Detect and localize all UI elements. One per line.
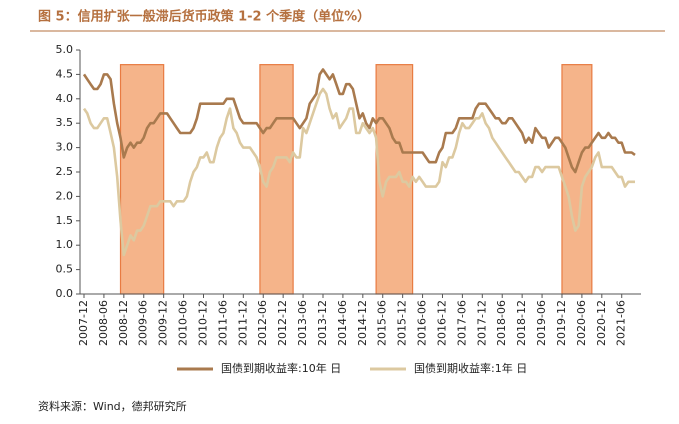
x-tick-label: 2011-06 bbox=[216, 300, 229, 346]
x-tick-label: 2012-12 bbox=[276, 300, 289, 346]
x-tick-label: 2018-06 bbox=[495, 300, 508, 346]
x-tick-label: 2014-06 bbox=[336, 300, 349, 346]
x-tick-label: 2009-12 bbox=[157, 300, 170, 346]
x-tick-label: 2010-12 bbox=[196, 300, 209, 346]
y-tick-label: 3.0 bbox=[56, 141, 74, 154]
series-line bbox=[82, 87, 635, 257]
shaded-period bbox=[119, 64, 165, 295]
x-tick-label: 2011-12 bbox=[236, 300, 249, 346]
x-tick-label: 2020-06 bbox=[575, 300, 588, 346]
source-note: 资料来源：Wind，德邦研究所 bbox=[38, 399, 187, 413]
x-tick-label: 2018-12 bbox=[515, 300, 528, 346]
x-tick-label: 2017-06 bbox=[455, 300, 468, 346]
x-tick-label: 2013-06 bbox=[296, 300, 309, 346]
y-tick-label: 2.5 bbox=[56, 165, 74, 178]
y-tick-label: 4.5 bbox=[56, 67, 74, 80]
x-tick-label: 2020-12 bbox=[595, 300, 608, 346]
shaded-period bbox=[375, 64, 414, 295]
y-tick-label: 4.0 bbox=[56, 92, 74, 105]
x-tick-label: 2012-06 bbox=[256, 300, 269, 346]
legend-label: 国债到期收益率:10年 日 bbox=[221, 361, 341, 375]
chart-title: 图 5：信用扩张一般滞后货币政策 1-2 个季度（单位%） bbox=[38, 9, 370, 25]
x-tick-label: 2015-06 bbox=[376, 300, 389, 346]
shaded-period bbox=[561, 64, 593, 295]
series-line bbox=[82, 68, 636, 174]
legend-label: 国债到期收益率:1年 日 bbox=[414, 361, 527, 375]
x-tick-label: 2019-12 bbox=[555, 300, 568, 346]
x-tick-label: 2013-12 bbox=[316, 300, 329, 346]
x-tick-label: 2017-12 bbox=[475, 300, 488, 346]
y-tick-label: 5.0 bbox=[56, 43, 74, 56]
x-tick-label: 2019-06 bbox=[535, 300, 548, 346]
y-tick-label: 0.5 bbox=[56, 263, 74, 276]
y-tick-label: 3.5 bbox=[56, 116, 74, 129]
x-tick-label: 2015-12 bbox=[396, 300, 409, 346]
x-tick-label: 2021-06 bbox=[615, 300, 628, 346]
y-tick-label: 1.0 bbox=[56, 238, 74, 251]
y-tick-label: 2.0 bbox=[56, 189, 74, 202]
shaded-period bbox=[259, 64, 294, 295]
x-tick-label: 2008-06 bbox=[97, 300, 110, 346]
x-tick-label: 2010-06 bbox=[177, 300, 190, 346]
x-tick-label: 2016-12 bbox=[435, 300, 448, 346]
x-tick-label: 2016-06 bbox=[416, 300, 429, 346]
y-tick-label: 0.0 bbox=[56, 287, 74, 300]
x-tick-label: 2014-12 bbox=[356, 300, 369, 346]
y-tick-label: 1.5 bbox=[56, 214, 74, 227]
x-tick-label: 2008-12 bbox=[117, 300, 130, 346]
x-tick-label: 2007-12 bbox=[77, 300, 90, 346]
x-tick-label: 2009-06 bbox=[137, 300, 150, 346]
